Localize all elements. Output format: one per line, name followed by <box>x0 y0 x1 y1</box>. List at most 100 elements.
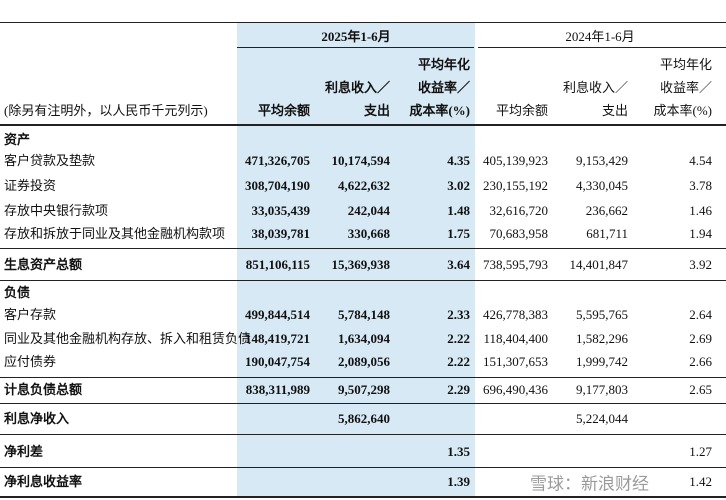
watermark: 雪球：新浪财经 <box>530 474 649 495</box>
column-header: 成本率(%) <box>409 103 470 118</box>
current-period-shade <box>237 22 475 497</box>
cell-value: 405,139,923 <box>483 153 548 168</box>
column-header: 收益率／ <box>659 80 712 95</box>
cell-value: 1,634,094 <box>338 331 390 346</box>
cell-value: 851,106,115 <box>245 257 310 272</box>
cell-value: 3.78 <box>689 178 712 193</box>
cell-value: 5,784,148 <box>338 307 390 322</box>
rule-line <box>0 434 726 435</box>
rule-line <box>0 467 726 468</box>
cell-value: 4,622,632 <box>338 178 390 193</box>
cell-value: 5,862,640 <box>338 411 390 426</box>
column-header: 平均余额 <box>495 103 548 118</box>
row-label: 同业及其他金融机构存放、拆入和租赁负债 <box>4 331 252 346</box>
cell-value: 10,174,594 <box>331 153 391 168</box>
row-label: 利息净收入 <box>4 411 70 426</box>
rule-line <box>237 47 474 48</box>
cell-value: 1.27 <box>689 444 712 459</box>
cell-value: 15,369,938 <box>331 257 391 272</box>
row-label: 计息负债总额 <box>4 382 83 397</box>
cell-value: 471,326,705 <box>245 153 310 168</box>
column-header: 支出 <box>601 103 628 118</box>
row-label: 存放中央银行款项 <box>4 203 109 218</box>
column-header: 利息收入／ <box>324 80 390 95</box>
cell-value: 681,711 <box>586 226 628 241</box>
cell-value: 2.69 <box>689 331 712 346</box>
header-note: (除另有注明外，以人民币千元列示) <box>4 103 208 118</box>
rule-line <box>0 124 726 126</box>
cell-value: 118,404,400 <box>483 331 548 346</box>
cell-value: 242,044 <box>347 203 390 218</box>
cell-value: 190,047,754 <box>245 354 310 369</box>
cell-value: 236,662 <box>585 203 628 218</box>
rule-line <box>0 377 726 378</box>
rule-line <box>478 47 726 48</box>
cell-value: 308,704,190 <box>245 178 310 193</box>
cell-value: 9,177,803 <box>576 382 628 397</box>
column-header: 利息收入／ <box>562 80 628 95</box>
cell-value: 1.35 <box>447 444 470 459</box>
cell-value: 9,507,298 <box>338 382 390 397</box>
cell-value: 1.48 <box>447 203 470 218</box>
cell-value: 3.02 <box>447 178 470 193</box>
cell-value: 2.64 <box>689 307 712 322</box>
row-label: 证券投资 <box>4 178 57 193</box>
cell-value: 1.42 <box>689 474 712 489</box>
cell-value: 1,582,296 <box>576 331 628 346</box>
period-label: 2025年1-6月 <box>321 29 391 44</box>
row-label: 资产 <box>4 132 31 147</box>
cell-value: 3.64 <box>447 257 470 272</box>
cell-value: 499,844,514 <box>245 307 310 322</box>
cell-value: 696,490,436 <box>483 382 548 397</box>
rule-line <box>0 248 726 249</box>
cell-value: 14,401,847 <box>569 257 629 272</box>
cell-value: 2.22 <box>447 331 470 346</box>
cell-value: 1.39 <box>447 474 470 489</box>
column-header: 平均年化 <box>417 57 470 72</box>
rule-line <box>0 403 726 404</box>
row-label: 负债 <box>4 285 31 300</box>
cell-value: 9,153,429 <box>576 153 628 168</box>
rule-line <box>0 280 726 281</box>
row-label: 应付债券 <box>4 354 57 369</box>
cell-value: 2,089,056 <box>338 354 390 369</box>
cell-value: 2.22 <box>447 354 470 369</box>
cell-value: 2.66 <box>689 354 712 369</box>
row-label: 净利差 <box>4 444 44 459</box>
row-label: 净利息收益率 <box>4 474 83 489</box>
cell-value: 5,595,765 <box>576 307 628 322</box>
row-label: 存放和拆放于同业及其他金融机构款项 <box>4 226 226 241</box>
cell-value: 3.92 <box>689 257 712 272</box>
cell-value: 1.75 <box>447 226 470 241</box>
cell-value: 330,668 <box>347 226 390 241</box>
cell-value: 1.46 <box>689 203 712 218</box>
cell-value: 1.94 <box>689 226 712 241</box>
cell-value: 4.35 <box>447 153 470 168</box>
cell-value: 32,616,720 <box>489 203 549 218</box>
cell-value: 838,311,989 <box>245 382 310 397</box>
cell-value: 5,224,044 <box>576 411 628 426</box>
cell-value: 4.54 <box>689 153 712 168</box>
row-label: 生息资产总额 <box>4 257 83 272</box>
cell-value: 4,330,045 <box>576 178 628 193</box>
rule-line <box>0 22 726 23</box>
cell-value: 70,683,958 <box>489 226 549 241</box>
column-header: 平均余额 <box>257 103 310 118</box>
cell-value: 2.33 <box>447 307 470 322</box>
column-header: 成本率(%) <box>653 103 713 118</box>
cell-value: 151,307,653 <box>483 354 548 369</box>
cell-value: 2.29 <box>447 382 470 397</box>
cell-value: 738,595,793 <box>483 257 548 272</box>
cell-value: 2.65 <box>689 382 712 397</box>
column-header: 支出 <box>363 103 390 118</box>
cell-value: 230,155,192 <box>483 178 548 193</box>
period-label: 2024年1-6月 <box>565 29 635 44</box>
cell-value: 38,039,781 <box>251 226 311 241</box>
cell-value: 33,035,439 <box>251 203 311 218</box>
row-label: 客户存款 <box>4 307 57 322</box>
rule-line <box>0 496 726 498</box>
column-header: 平均年化 <box>659 57 712 72</box>
cell-value: 1,999,742 <box>576 354 628 369</box>
column-header: 收益率／ <box>417 80 470 95</box>
